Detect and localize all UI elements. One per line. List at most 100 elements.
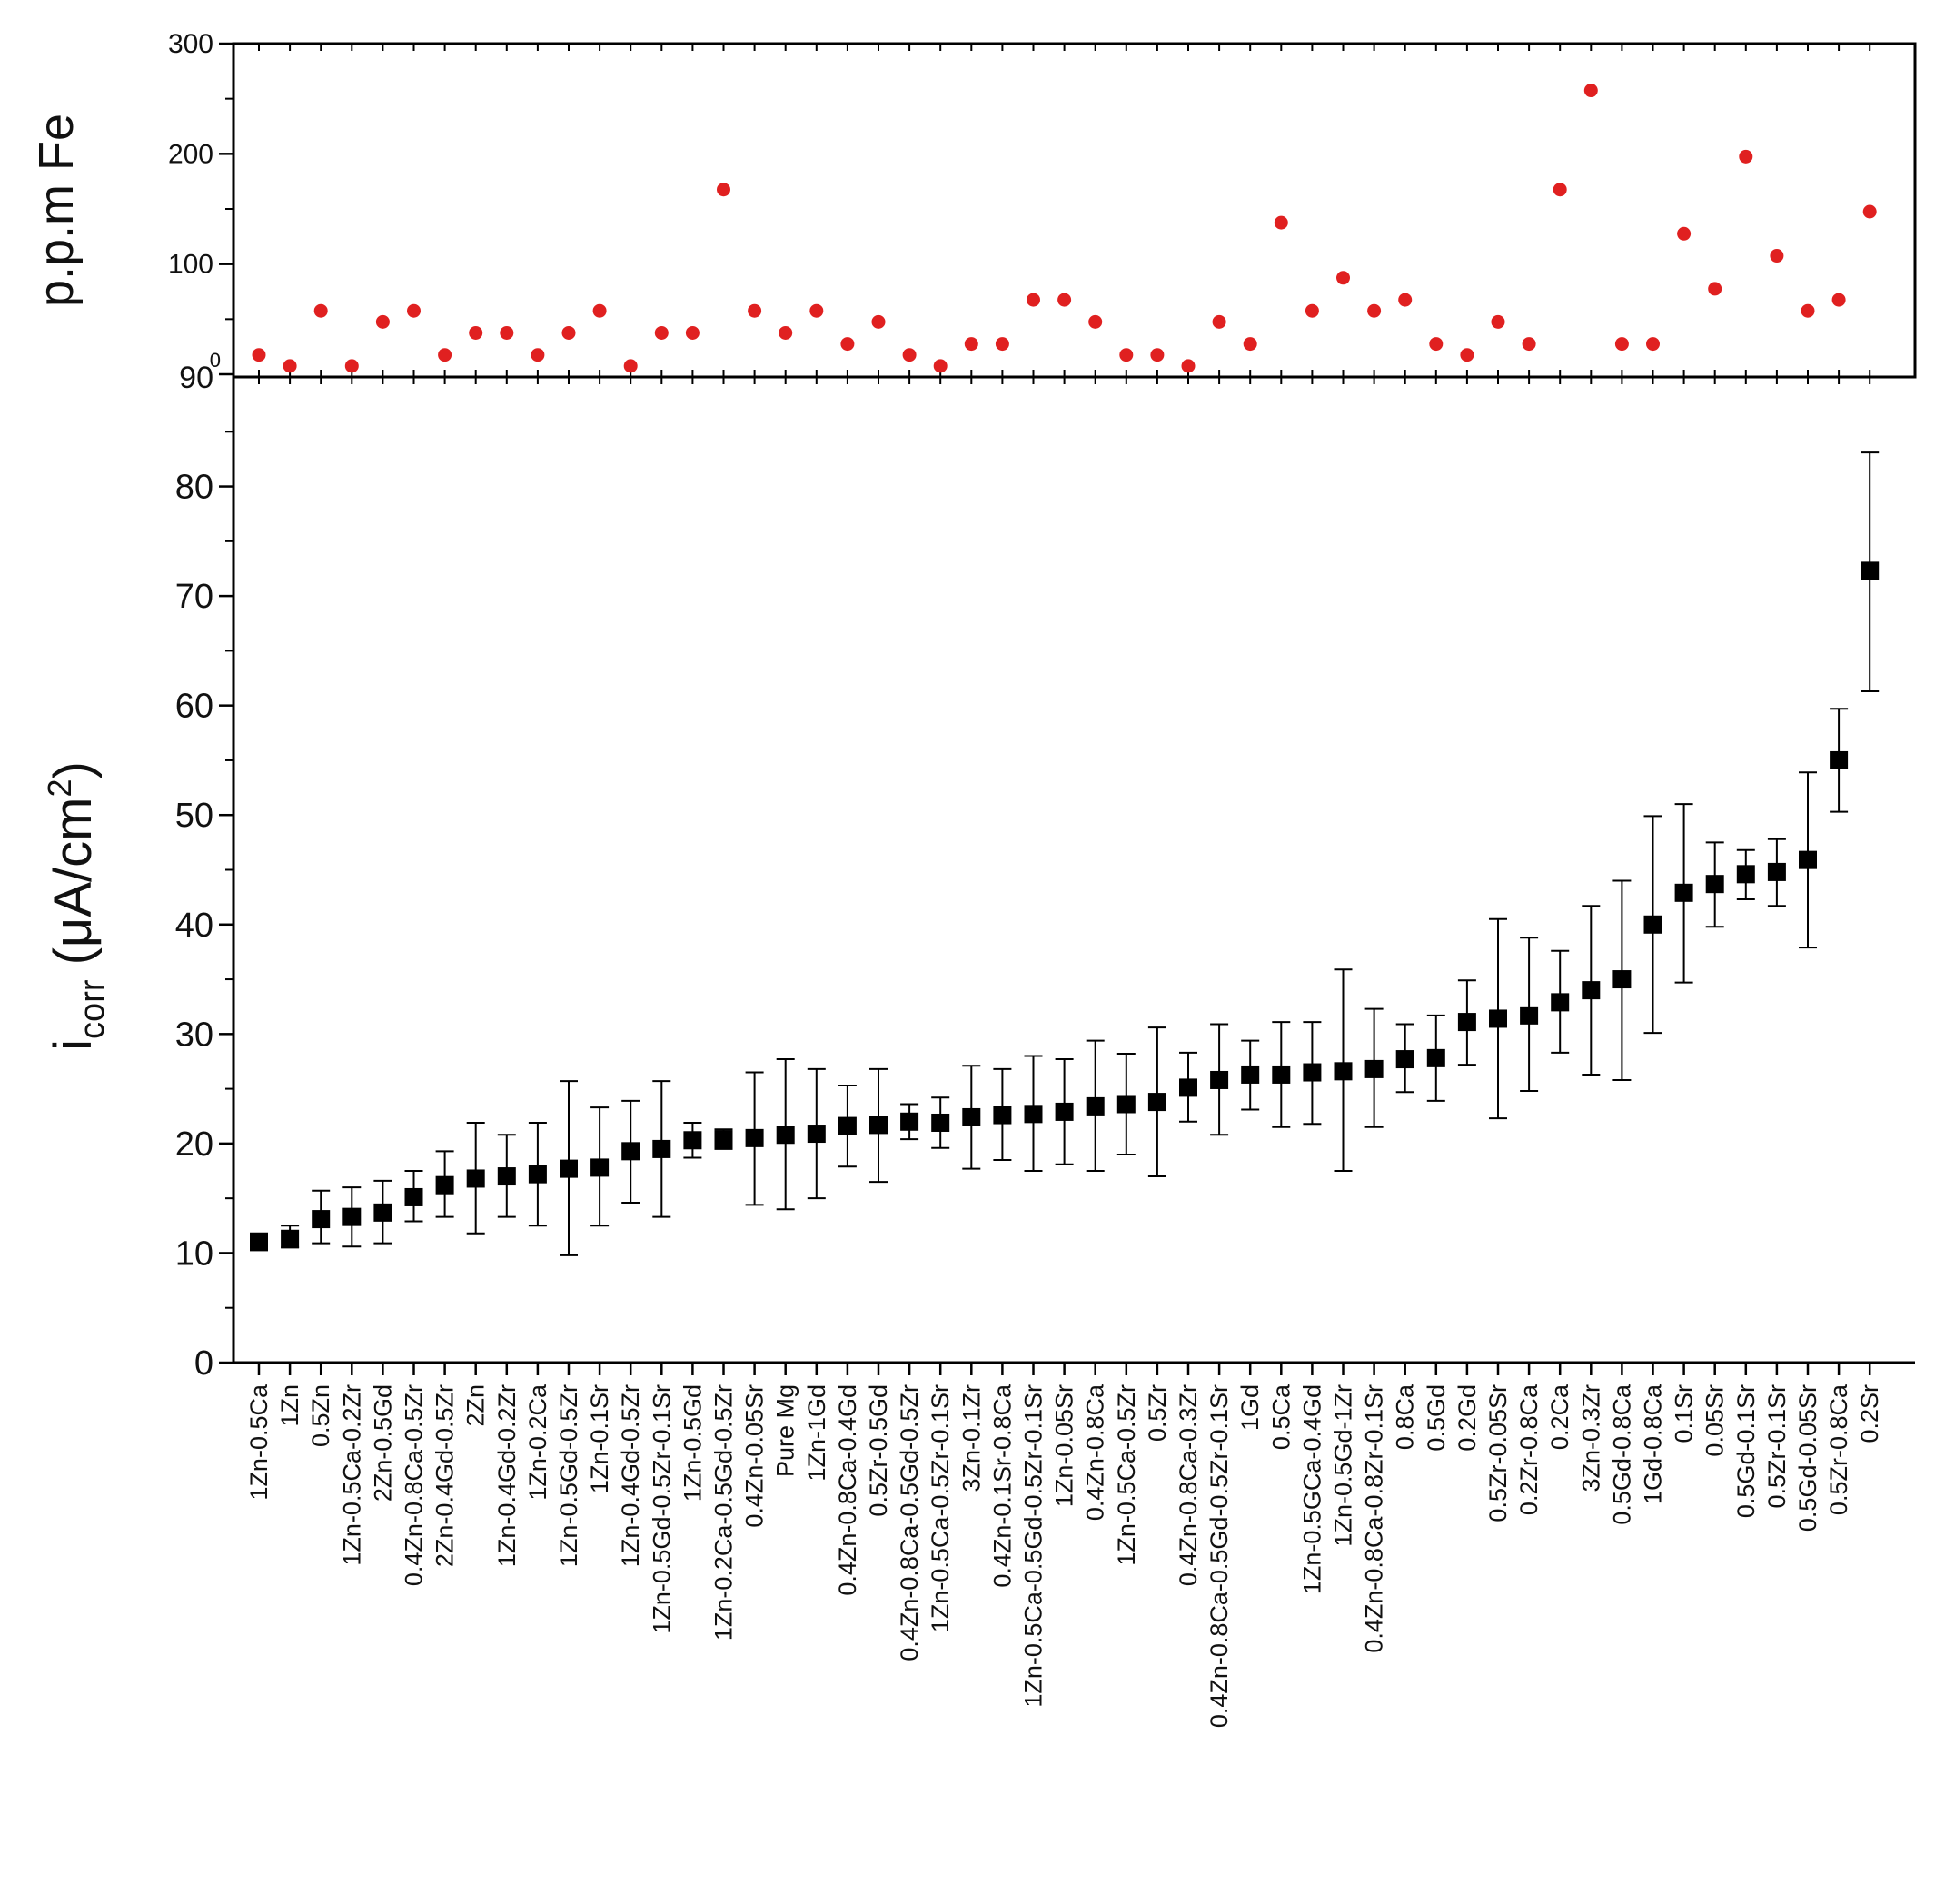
category-label: 0.2Ca <box>1546 1383 1573 1450</box>
category-label: 0.4Zn-0.8Ca-0.4Gd <box>834 1384 861 1596</box>
icorr-point <box>560 1159 578 1178</box>
fe-point <box>1583 84 1598 98</box>
icorr-point <box>373 1203 392 1222</box>
category-label: 3Zn-0.1Zr <box>958 1384 985 1492</box>
category-label: 1Zn-0.5Ca-0.5Gd-0.5Zr-0.1Sr <box>1020 1384 1047 1708</box>
fe-point <box>438 348 452 362</box>
icorr-point <box>714 1130 733 1149</box>
icorr-point <box>1457 1013 1476 1032</box>
icorr-point <box>993 1106 1012 1125</box>
category-label: 1Zn-0.5GCa-0.4Gd <box>1298 1384 1325 1594</box>
icorr-point <box>1830 750 1849 769</box>
top-panel: 100 200 300 0 p.p.m Fe <box>29 29 1917 379</box>
category-label: 0.5Zr <box>1144 1384 1171 1442</box>
fe-point <box>344 359 359 373</box>
icorr-point <box>590 1158 610 1177</box>
bottom-y-axis-label-part: (μA/cm <box>44 798 103 980</box>
icorr-point <box>1489 1009 1507 1028</box>
fe-point <box>592 303 607 318</box>
fe-point <box>809 303 824 318</box>
icorr-point <box>1055 1102 1074 1121</box>
top-y-tick-label: 100 <box>168 250 213 280</box>
category-label: 0.2Sr <box>1856 1384 1883 1443</box>
fe-point <box>748 303 762 318</box>
fe-point <box>1522 337 1536 352</box>
icorr-point <box>1674 883 1693 902</box>
bottom-panel: 90 0 10 20 30 40 50 60 70 80 icorr (μA/cm2) <box>41 361 1915 1383</box>
fe-point <box>1027 293 1040 307</box>
fe-point <box>1274 215 1288 230</box>
fe-point <box>1553 183 1567 197</box>
category-label: 1Zn-0.5Ca-0.5Zr-0.1Sr <box>927 1384 954 1632</box>
category-label: 0.4Zn-0.8Ca-0.8Zr-0.1Sr <box>1361 1384 1388 1653</box>
category-label: 1Zn <box>276 1384 303 1427</box>
bottom-y-tick-label: 0 <box>194 1344 213 1383</box>
category-label: 0.4Zn-0.8Ca-0.5Gd-0.5Zr <box>896 1384 923 1661</box>
bottom-y-axis-label-part: ) <box>44 761 103 778</box>
category-label: 0.2Zr-0.8Ca <box>1515 1383 1543 1515</box>
icorr-point <box>1086 1096 1105 1116</box>
fe-point <box>685 325 700 340</box>
icorr-point <box>1395 1050 1414 1069</box>
category-label: 0.4Zn-0.8Ca-0.3Zr <box>1175 1384 1202 1586</box>
fe-point <box>1119 348 1134 362</box>
fe-point <box>1150 348 1165 362</box>
icorr-point <box>250 1233 268 1252</box>
icorr-point <box>1426 1048 1445 1067</box>
category-label: 1Zn-0.05Sr <box>1051 1384 1078 1507</box>
category-label: 1Zn-0.5Gd <box>679 1384 706 1502</box>
fe-point <box>1614 337 1629 352</box>
icorr-point <box>931 1113 950 1132</box>
icorr-point <box>1520 1006 1539 1025</box>
category-label: 1Zn-0.2Ca <box>524 1383 551 1501</box>
category-labels: 1Zn-0.5Ca 1Zn 0.5Zn 1Zn-0.5Ca-0.2Zr 2Zn-0.5G… <box>245 1383 1883 1728</box>
bottom-y-tick-label: 80 <box>175 469 213 507</box>
icorr-point <box>312 1210 331 1229</box>
category-label: 0.4Zn-0.05Sr <box>741 1384 769 1528</box>
fe-point <box>1770 249 1784 263</box>
fe-point <box>1212 314 1226 329</box>
category-label: 0.5Gd <box>1423 1384 1450 1452</box>
category-label: 0.8Ca <box>1392 1383 1419 1450</box>
fe-point <box>1708 282 1722 296</box>
bottom-y-tick-label: 20 <box>175 1126 213 1164</box>
icorr-point <box>1582 981 1601 1000</box>
category-label: 1Zn-0.1Sr <box>586 1384 613 1493</box>
fe-point <box>407 303 421 318</box>
fe-point <box>252 348 266 362</box>
icorr-point <box>1024 1105 1043 1124</box>
category-label: 1Zn-0.4Gd-0.5Zr <box>617 1384 644 1567</box>
category-label: 0.4Zn-0.8Ca <box>1082 1383 1109 1521</box>
bottom-y-tick-label: 50 <box>175 797 213 835</box>
icorr-point <box>962 1107 981 1126</box>
fe-point <box>840 337 855 352</box>
fe-point <box>779 325 793 340</box>
bottom-y-axis-label-part: 2 <box>41 778 78 797</box>
fe-point <box>1367 303 1382 318</box>
bottom-y-tick-label: 70 <box>175 578 213 616</box>
icorr-point <box>342 1207 362 1226</box>
icorr-point <box>1179 1078 1197 1097</box>
fe-point <box>623 359 638 373</box>
category-label: 1Zn-0.5Ca-0.2Zr <box>338 1384 365 1566</box>
category-label: 1Zn-0.5Gd-0.5Zr <box>555 1384 582 1567</box>
category-label: 0.4Zn-0.8Ca-0.5Zr <box>401 1384 428 1586</box>
fe-point <box>1243 337 1257 352</box>
fe-point <box>1739 149 1753 164</box>
category-label: 0.4Zn-0.1Sr-0.8Ca <box>988 1383 1016 1588</box>
icorr-point <box>1767 862 1786 881</box>
icorr-point <box>807 1125 826 1144</box>
icorr-point <box>1334 1062 1353 1081</box>
category-label: 0.5Gd-0.1Sr <box>1732 1384 1760 1518</box>
fe-point <box>902 348 917 362</box>
fe-point <box>654 325 669 340</box>
category-label: 0.5Zr-0.05Sr <box>1484 1384 1512 1522</box>
fe-point <box>500 325 514 340</box>
category-label: 1Zn-1Gd <box>803 1384 830 1482</box>
category-label: 2Zn-0.4Gd-0.5Zr <box>432 1384 459 1567</box>
category-label: 0.5Gd-0.8Ca <box>1608 1383 1635 1525</box>
top-y-tick-zero: 0 <box>210 349 221 372</box>
icorr-point <box>281 1229 300 1248</box>
fe-point <box>283 359 297 373</box>
